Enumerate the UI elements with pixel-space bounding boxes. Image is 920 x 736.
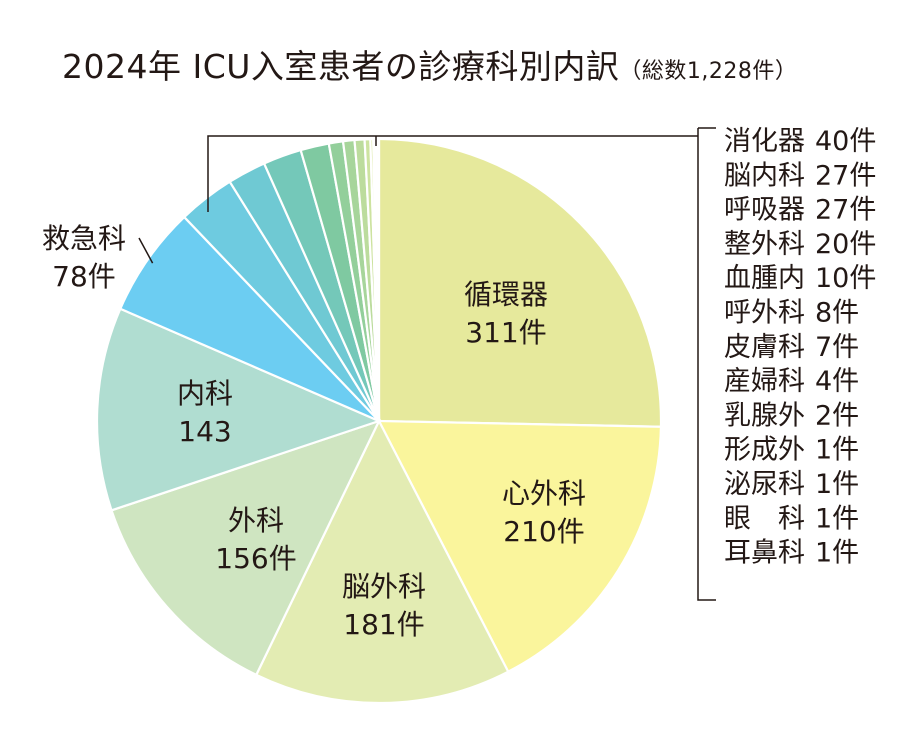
legend-item-7: 脳内科 27件 bbox=[724, 160, 876, 191]
legend-item-15: 形成外 1件 bbox=[724, 435, 859, 466]
slice-value-1: 210件 bbox=[503, 515, 584, 548]
legend-item-11: 呼外科 8件 bbox=[724, 298, 859, 329]
slice-name-5: 救急科 bbox=[42, 222, 126, 255]
chart-subtitle: （総数1,228件） bbox=[619, 59, 798, 84]
legend-item-value-16: 1件 bbox=[815, 469, 859, 500]
legend-item-value-14: 2件 bbox=[815, 400, 859, 431]
legend-item-16: 泌尿科 1件 bbox=[724, 469, 859, 500]
slice-value-0: 311件 bbox=[465, 316, 546, 349]
slice-name-1: 心外科 bbox=[502, 477, 586, 510]
legend-item-6: 消化器 40件 bbox=[724, 126, 876, 157]
chart-title: 2024年 ICU入室患者の診療科別内訳（総数1,228件） bbox=[62, 40, 797, 88]
slice-label-0: 循環器 311件 bbox=[464, 278, 548, 349]
legend-item-value-9: 20件 bbox=[815, 229, 876, 260]
slice-value-4: 143 bbox=[178, 415, 231, 448]
legend-item-name-6: 消化器 bbox=[724, 126, 805, 157]
legend-item-name-15: 形成外 bbox=[724, 435, 805, 466]
legend-item-name-10: 血腫内 bbox=[724, 263, 805, 294]
slice-label-4: 内科 143 bbox=[177, 377, 233, 448]
slice-name-4: 内科 bbox=[177, 377, 233, 410]
pie-slice-3 bbox=[110, 419, 382, 677]
small-slices-bracket bbox=[207, 127, 716, 601]
pie-slice-0 bbox=[377, 137, 663, 428]
legend-item-name-8: 呼吸器 bbox=[724, 195, 805, 226]
legend-item-name-12: 皮膚科 bbox=[724, 332, 805, 363]
pie-slice-2 bbox=[254, 418, 510, 705]
slice-label-1: 心外科 210件 bbox=[502, 477, 586, 548]
legend-item-name-18: 耳鼻科 bbox=[724, 538, 805, 569]
legend-item-value-12: 7件 bbox=[815, 332, 859, 363]
slice-label-3: 外科 156件 bbox=[215, 504, 296, 575]
leader-line-5 bbox=[138, 237, 154, 264]
legend-item-value-18: 1件 bbox=[815, 538, 859, 569]
slice-value-2: 181件 bbox=[343, 608, 424, 641]
legend-item-name-13: 産婦科 bbox=[724, 366, 805, 397]
legend-item-value-7: 27件 bbox=[815, 160, 876, 191]
legend-item-name-17: 眼 科 bbox=[724, 503, 805, 534]
legend-item-18: 耳鼻科 1件 bbox=[724, 538, 859, 569]
legend-item-12: 皮膚科 7件 bbox=[724, 332, 859, 363]
legend-item-value-8: 27件 bbox=[815, 195, 876, 226]
slice-name-2: 脳外科 bbox=[342, 570, 426, 603]
pie-slice-1 bbox=[377, 419, 663, 674]
legend-item-value-17: 1件 bbox=[815, 503, 859, 534]
legend-item-17: 眼 科 1件 bbox=[724, 503, 859, 534]
legend-item-13: 産婦科 4件 bbox=[724, 366, 859, 397]
legend-item-name-9: 整外科 bbox=[724, 229, 805, 260]
pie-slice-5 bbox=[118, 215, 380, 423]
slice-label-5: 救急科 78件 bbox=[42, 222, 126, 293]
legend-item-9: 整外科 20件 bbox=[724, 229, 876, 260]
legend-item-name-16: 泌尿科 bbox=[724, 469, 805, 500]
pie-slice-4 bbox=[95, 307, 383, 512]
legend-item-value-11: 8件 bbox=[815, 298, 859, 329]
legend-item-value-6: 40件 bbox=[815, 126, 876, 157]
legend-item-name-7: 脳内科 bbox=[724, 160, 805, 191]
slice-label-2: 脳外科 181件 bbox=[342, 570, 426, 641]
legend-item-10: 血腫内 10件 bbox=[724, 263, 876, 294]
legend-item-name-14: 乳腺外 bbox=[724, 400, 805, 431]
slice-value-3: 156件 bbox=[215, 542, 296, 575]
legend-item-value-15: 1件 bbox=[815, 435, 859, 466]
legend-item-name-11: 呼外科 bbox=[724, 298, 805, 329]
chart-title-main: 2024年 ICU入室患者の診療科別内訳 bbox=[62, 47, 620, 86]
legend-item-value-13: 4件 bbox=[815, 366, 859, 397]
legend-item-8: 呼吸器 27件 bbox=[724, 195, 876, 226]
pie-slice-18 bbox=[376, 137, 381, 422]
slice-name-3: 外科 bbox=[228, 504, 284, 537]
slice-name-0: 循環器 bbox=[464, 278, 548, 311]
legend-item-14: 乳腺外 2件 bbox=[724, 400, 859, 431]
legend-item-value-10: 10件 bbox=[815, 263, 876, 294]
slice-value-5: 78件 bbox=[52, 260, 116, 293]
